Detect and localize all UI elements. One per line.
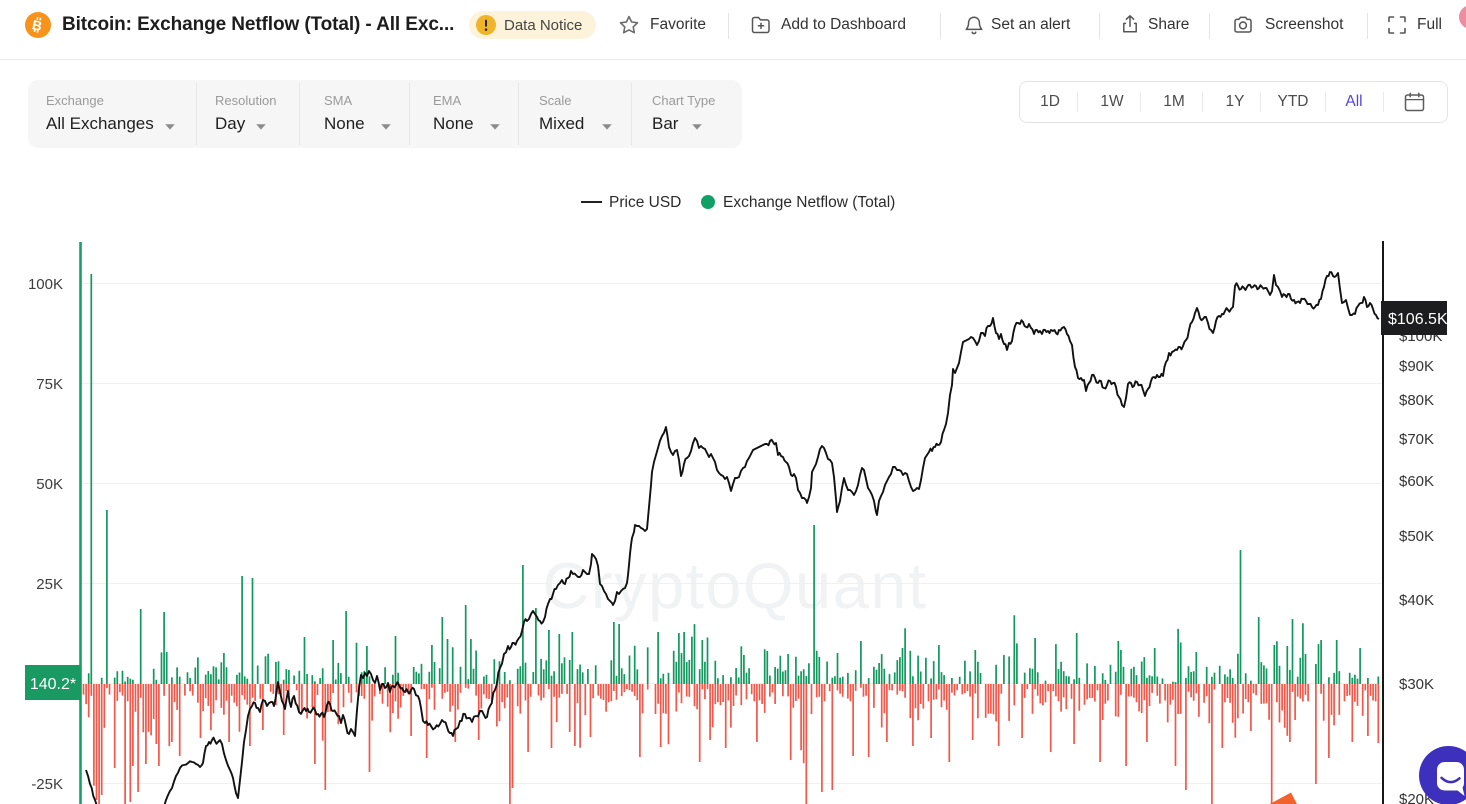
svg-text:$40K: $40K <box>1399 592 1434 609</box>
svg-text:CryptoQuant: CryptoQuant <box>542 549 927 622</box>
svg-text:$106.5K: $106.5K <box>1388 311 1448 328</box>
svg-text:25K: 25K <box>36 576 63 593</box>
svg-text:75K: 75K <box>36 376 63 393</box>
svg-text:$30K: $30K <box>1399 676 1434 693</box>
svg-text:$70K: $70K <box>1399 431 1434 448</box>
svg-text:100K: 100K <box>28 276 63 293</box>
svg-text:$60K: $60K <box>1399 473 1434 490</box>
svg-text:$20K: $20K <box>1399 791 1434 804</box>
svg-text:$80K: $80K <box>1399 392 1434 409</box>
svg-text:B: B <box>31 17 44 34</box>
svg-text:50K: 50K <box>36 476 63 493</box>
svg-text:$50K: $50K <box>1399 528 1434 545</box>
svg-text:140.2*: 140.2* <box>30 676 76 693</box>
svg-text:$90K: $90K <box>1399 358 1434 375</box>
svg-text:-25K: -25K <box>31 776 63 793</box>
